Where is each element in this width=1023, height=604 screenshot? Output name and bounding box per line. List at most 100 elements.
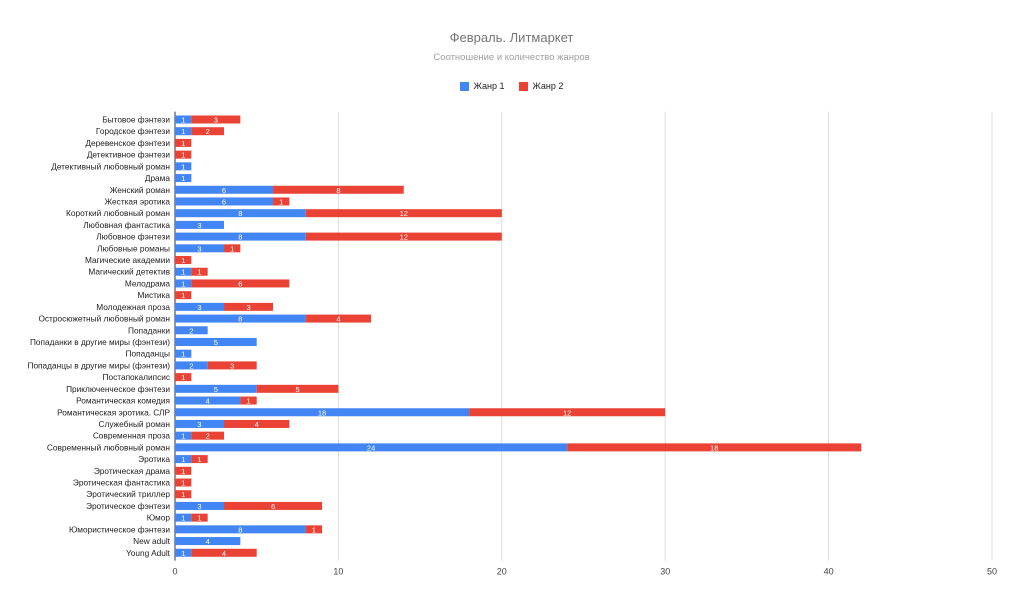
data-label-series-2: 18 (710, 443, 718, 452)
data-label-series-1: 1 (181, 268, 185, 277)
data-label-series-2: 1 (246, 397, 250, 406)
category-label: Остросюжетный любовный роман (38, 314, 170, 324)
data-label-series-2: 12 (400, 233, 408, 242)
data-label-series-1: 5 (214, 385, 218, 394)
data-label-series-2: 3 (246, 303, 250, 312)
x-tick-label: 40 (824, 567, 834, 577)
bar-series-2 (224, 244, 241, 253)
data-label-series-1: 8 (238, 209, 242, 218)
category-label: Попаданки (128, 325, 170, 335)
category-label: Романтическая комедия (76, 396, 170, 406)
data-label-series-2: 1 (230, 244, 234, 253)
bar-series-2 (256, 384, 339, 393)
category-label: Жесткая эротика (105, 196, 171, 206)
bar-series-2 (224, 302, 274, 311)
bar-series-2 (191, 548, 257, 557)
x-tick-label: 20 (497, 567, 507, 577)
data-label-series-2: 1 (312, 525, 316, 534)
data-label-series-1: 4 (206, 537, 210, 546)
data-label-series-1: 3 (197, 502, 201, 511)
data-label-series-2: 1 (197, 268, 201, 277)
data-label-series-1: 3 (197, 244, 201, 253)
category-label: Young Adult (126, 548, 171, 558)
bar-series-1 (175, 501, 225, 510)
data-label-series-1: 1 (181, 549, 185, 558)
bar-series-2 (224, 419, 290, 428)
category-label: Эротическое фэнтези (86, 501, 170, 511)
bar-series-2 (191, 267, 208, 276)
bar-series-1 (175, 537, 241, 546)
bar-series-2 (273, 197, 290, 206)
data-label-series-1: 1 (181, 174, 185, 183)
bar-series-1 (175, 384, 257, 393)
chart-subtitle: Соотношение и количество жанров (433, 52, 590, 63)
legend-label-series-2: Жанр 2 (532, 81, 564, 91)
category-label: Любовное фэнтези (96, 232, 170, 242)
category-label: Эротическая драма (94, 466, 171, 476)
x-tick-label: 0 (172, 567, 177, 577)
legend-swatch-series-2 (518, 81, 528, 91)
bar-series-1 (175, 162, 192, 171)
category-label: Юмористическое фэнтези (69, 524, 170, 534)
data-label-series-2: 1 (181, 139, 185, 148)
data-label-series-2: 1 (181, 151, 185, 160)
chart-title: Февраль. Литмаркет (449, 30, 574, 45)
category-label: Любовные романы (97, 243, 170, 253)
data-label-series-1: 8 (238, 315, 242, 324)
data-label-series-1: 1 (181, 455, 185, 464)
data-label-series-1: 3 (197, 221, 201, 230)
category-label: Деревенское фэнтези (85, 138, 170, 148)
data-label-series-2: 1 (279, 197, 283, 206)
bar-series-1 (175, 408, 470, 417)
bar-series-1 (175, 455, 192, 464)
x-tick-label: 30 (660, 567, 670, 577)
bar-series-2 (191, 513, 208, 522)
bar-series-2 (191, 279, 290, 288)
data-label-series-2: 6 (271, 502, 275, 511)
data-label-series-2: 8 (336, 186, 340, 195)
category-label: Мистика (137, 290, 170, 300)
bar-series-1 (175, 232, 306, 241)
data-label-series-2: 3 (230, 361, 234, 370)
category-label: Молодежная проза (96, 302, 170, 312)
category-label: Короткий любовный роман (66, 208, 170, 218)
category-label: Женский роман (110, 185, 170, 195)
data-label-series-1: 1 (181, 116, 185, 125)
data-label-series-1: 3 (197, 420, 201, 429)
data-label-series-2: 2 (206, 432, 210, 441)
bar-series-1 (175, 349, 192, 358)
legend-item-series-1[interactable]: Жанр 1 (459, 81, 505, 91)
data-label-series-1: 8 (238, 525, 242, 534)
data-label-series-1: 5 (214, 338, 218, 347)
bar-series-1 (175, 431, 192, 440)
bar-series-2 (305, 232, 502, 241)
bar-series-1 (175, 396, 241, 405)
data-label-series-2: 4 (336, 315, 340, 324)
data-label-series-2: 12 (563, 408, 571, 417)
bar-series-1 (175, 314, 306, 323)
bar-series-2 (175, 138, 192, 147)
data-label-series-2: 1 (181, 490, 185, 499)
legend-item-series-2[interactable]: Жанр 2 (518, 81, 564, 91)
data-label-series-2: 1 (197, 514, 201, 523)
category-label: Драма (145, 173, 171, 183)
data-label-series-2: 5 (295, 385, 299, 394)
category-label: Детективное фэнтези (87, 150, 171, 160)
data-label-series-1: 8 (238, 233, 242, 242)
bar-series-1 (175, 513, 192, 522)
bar-series-2 (305, 525, 323, 534)
data-label-series-2: 6 (238, 279, 242, 288)
legend-label-series-1: Жанр 1 (473, 81, 505, 91)
bar-series-2 (207, 361, 257, 370)
data-label-series-1: 1 (181, 432, 185, 441)
bar-series-2 (191, 127, 225, 136)
category-label: Бытовое фэнтези (102, 115, 170, 125)
category-label: Эротика (138, 454, 170, 464)
bar-series-1 (175, 361, 208, 370)
bar-series-2 (175, 490, 192, 499)
data-label-series-2: 4 (222, 549, 226, 558)
category-label: Попаданцы в другие миры (фэнтези) (27, 360, 170, 370)
category-label: Юмор (147, 513, 171, 523)
bar-series-2 (175, 373, 192, 382)
